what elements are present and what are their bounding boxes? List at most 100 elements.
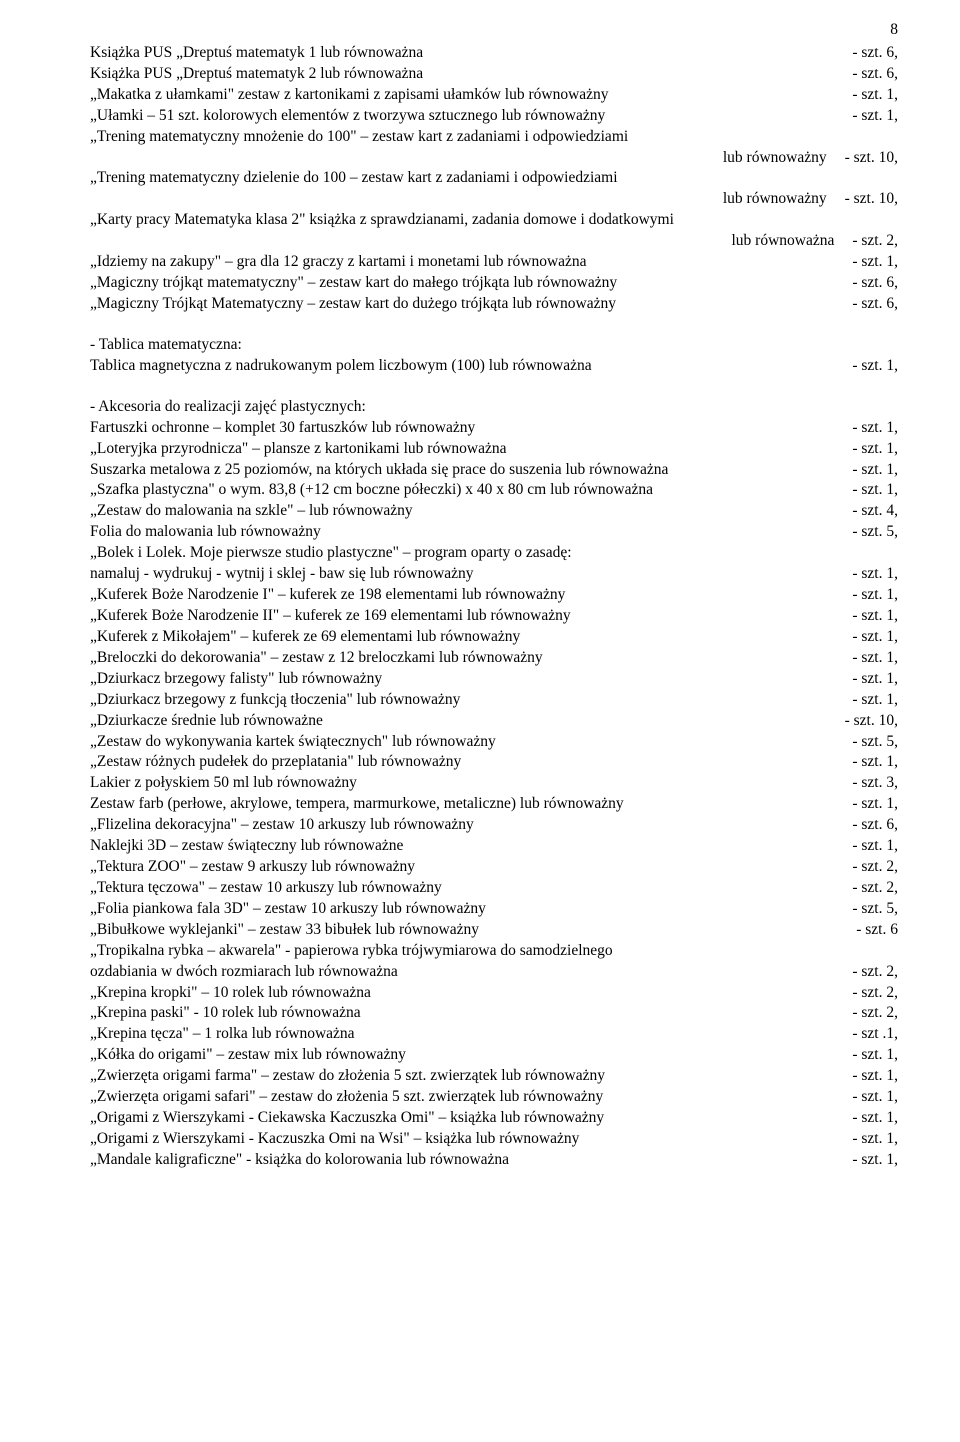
item-quantity: - szt. 6 xyxy=(856,920,898,941)
item-quantity: - szt. 1, xyxy=(852,460,898,481)
list-item: „Zestaw do wykonywania kartek świąteczny… xyxy=(90,732,898,753)
item-description: „Makatka z ułamkami" zestaw z kartonikam… xyxy=(90,85,852,106)
item-description: „Ułamki – 51 szt. kolorowych elementów z… xyxy=(90,106,852,127)
item-description: „Trening matematyczny dzielenie do 100 –… xyxy=(90,168,898,189)
item-description: Książka PUS „Dreptuś matematyk 2 lub rów… xyxy=(90,64,852,85)
item-description: „Zwierzęta origami safari" – zestaw do z… xyxy=(90,1087,852,1108)
block2-list: Tablica magnetyczna z nadrukowanym polem… xyxy=(90,356,898,377)
list-item: „Origami z Wierszykami - Ciekawska Kaczu… xyxy=(90,1108,898,1129)
item-description: „Szafka plastyczna" o wym. 83,8 (+12 cm … xyxy=(90,480,852,501)
item-quantity: - szt. 2, xyxy=(852,983,898,1004)
list-item: „Kuferek z Mikołajem" – kuferek ze 69 el… xyxy=(90,627,898,648)
item-description: „Kółka do origami" – zestaw mix lub równ… xyxy=(90,1045,852,1066)
list-item: „Ułamki – 51 szt. kolorowych elementów z… xyxy=(90,106,898,127)
item-description: „Zestaw do malowania na szkle" – lub rów… xyxy=(90,501,852,522)
page-number: 8 xyxy=(90,20,898,41)
item-description: „Origami z Wierszykami - Ciekawska Kaczu… xyxy=(90,1108,852,1129)
item-quantity: - szt. 1, xyxy=(852,648,898,669)
list-item: „Krepina tęcza" – 1 rolka lub równoważna… xyxy=(90,1024,898,1045)
list-item: „Zestaw różnych pudełek do przeplatania"… xyxy=(90,752,898,773)
item-description: „Bolek i Lolek. Moje pierwsze studio pla… xyxy=(90,543,898,564)
list-item: „Karty pracy Matematyka klasa 2" książka… xyxy=(90,210,898,231)
item-quantity: - szt. 1, xyxy=(852,1129,898,1150)
list-item: Suszarka metalowa z 25 poziomów, na któr… xyxy=(90,460,898,481)
item-description: „Loteryjka przyrodnicza" – plansze z kar… xyxy=(90,439,852,460)
list-item: „Breloczki do dekorowania" – zestaw z 12… xyxy=(90,648,898,669)
item-quantity: - szt. 5, xyxy=(852,732,898,753)
list-item: „Tektura ZOO" – zestaw 9 arkuszy lub rów… xyxy=(90,857,898,878)
item-quantity: - szt. 1, xyxy=(852,1087,898,1108)
list-item: „Tropikalna rybka – akwarela" - papierow… xyxy=(90,941,898,962)
item-description: „Zwierzęta origami farma" – zestaw do zł… xyxy=(90,1066,852,1087)
list-item: „Idziemy na zakupy" – gra dla 12 graczy … xyxy=(90,252,898,273)
item-quantity: - szt. 2, xyxy=(852,231,898,252)
list-item: „Tektura tęczowa" – zestaw 10 arkuszy lu… xyxy=(90,878,898,899)
list-item: „Trening matematyczny dzielenie do 100 –… xyxy=(90,168,898,189)
item-quantity: - szt. 1, xyxy=(852,836,898,857)
list-item: „Trening matematyczny mnożenie do 100" –… xyxy=(90,127,898,148)
item-quantity: - szt. 1, xyxy=(852,585,898,606)
item-quantity: - szt. 10, xyxy=(845,148,898,169)
list-item: „Kuferek Boże Narodzenie II" – kuferek z… xyxy=(90,606,898,627)
item-quantity: - szt. 1, xyxy=(852,669,898,690)
item-quantity: - szt. 1, xyxy=(852,1108,898,1129)
item-description: „Zestaw różnych pudełek do przeplatania"… xyxy=(90,752,852,773)
item-quantity: - szt. 6, xyxy=(852,43,898,64)
list-item: „Zwierzęta origami farma" – zestaw do zł… xyxy=(90,1066,898,1087)
item-description: „Tektura tęczowa" – zestaw 10 arkuszy lu… xyxy=(90,878,852,899)
item-description: „Krepina paski" - 10 rolek lub równoważn… xyxy=(90,1003,852,1024)
item-description: „Magiczny Trójkąt Matematyczny – zestaw … xyxy=(90,294,852,315)
item-quantity: - szt. 2, xyxy=(852,1003,898,1024)
item-quantity: - szt. 1, xyxy=(852,1045,898,1066)
list-item: Książka PUS „Dreptuś matematyk 1 lub rów… xyxy=(90,43,898,64)
item-description: ozdabiania w dwóch rozmiarach lub równow… xyxy=(90,962,852,983)
list-item: „Magiczny trójkąt matematyczny" – zestaw… xyxy=(90,273,898,294)
item-description: „Krepina tęcza" – 1 rolka lub równoważna xyxy=(90,1024,852,1045)
list-item: „Krepina kropki" – 10 rolek lub równoważ… xyxy=(90,983,898,1004)
item-description: „Origami z Wierszykami - Kaczuszka Omi n… xyxy=(90,1129,852,1150)
item-quantity: - szt. 1, xyxy=(852,690,898,711)
item-description: „Flizelina dekoracyjna" – zestaw 10 arku… xyxy=(90,815,852,836)
item-description: „Magiczny trójkąt matematyczny" – zestaw… xyxy=(90,273,852,294)
list-item: lub równoważny- szt. 10, xyxy=(90,189,898,210)
item-quantity: - szt. 6, xyxy=(852,64,898,85)
list-item: Książka PUS „Dreptuś matematyk 2 lub rów… xyxy=(90,64,898,85)
item-quantity: - szt. 10, xyxy=(845,711,898,732)
item-quantity: - szt. 1, xyxy=(852,439,898,460)
list-item: ozdabiania w dwóch rozmiarach lub równow… xyxy=(90,962,898,983)
item-description: „Krepina kropki" – 10 rolek lub równoważ… xyxy=(90,983,852,1004)
item-description: „Dziurkacz brzegowy falisty" lub równowa… xyxy=(90,669,852,690)
item-description: „Karty pracy Matematyka klasa 2" książka… xyxy=(90,210,898,231)
item-quantity: - szt. 1, xyxy=(852,1150,898,1171)
item-description: Fartuszki ochronne – komplet 30 fartuszk… xyxy=(90,418,852,439)
list-item: lub równoważna- szt. 2, xyxy=(90,231,898,252)
item-description: lub równoważna xyxy=(90,231,852,252)
item-quantity: - szt. 5, xyxy=(852,522,898,543)
item-quantity: - szt. 10, xyxy=(845,189,898,210)
item-quantity: - szt. 5, xyxy=(852,899,898,920)
list-item: „Zwierzęta origami safari" – zestaw do z… xyxy=(90,1087,898,1108)
list-item: „Dziurkacze średnie lub równoważne- szt.… xyxy=(90,711,898,732)
item-description: „Breloczki do dekorowania" – zestaw z 12… xyxy=(90,648,852,669)
item-quantity: - szt. 1, xyxy=(852,606,898,627)
item-description: „Tektura ZOO" – zestaw 9 arkuszy lub rów… xyxy=(90,857,852,878)
list-item: „Szafka plastyczna" o wym. 83,8 (+12 cm … xyxy=(90,480,898,501)
item-quantity: - szt. 1, xyxy=(852,418,898,439)
list-item: Tablica magnetyczna z nadrukowanym polem… xyxy=(90,356,898,377)
item-description: Tablica magnetyczna z nadrukowanym polem… xyxy=(90,356,852,377)
item-description: Lakier z połyskiem 50 ml lub równoważny xyxy=(90,773,852,794)
item-quantity: - szt. 1, xyxy=(852,564,898,585)
item-description: „Kuferek Boże Narodzenie I" – kuferek ze… xyxy=(90,585,852,606)
item-quantity: - szt. 2, xyxy=(852,962,898,983)
list-item: Fartuszki ochronne – komplet 30 fartuszk… xyxy=(90,418,898,439)
item-description: lub równoważny xyxy=(90,148,845,169)
item-description: lub równoważny xyxy=(90,189,845,210)
item-description: „Bibułkowe wyklejanki" – zestaw 33 bibuł… xyxy=(90,920,856,941)
item-quantity: - szt .1, xyxy=(852,1024,898,1045)
item-description: Zestaw farb (perłowe, akrylowe, tempera,… xyxy=(90,794,852,815)
item-quantity: - szt. 1, xyxy=(852,85,898,106)
item-description: Naklejki 3D – zestaw świąteczny lub równ… xyxy=(90,836,852,857)
item-description: „Trening matematyczny mnożenie do 100" –… xyxy=(90,127,898,148)
list-item: „Flizelina dekoracyjna" – zestaw 10 arku… xyxy=(90,815,898,836)
list-item: „Krepina paski" - 10 rolek lub równoważn… xyxy=(90,1003,898,1024)
